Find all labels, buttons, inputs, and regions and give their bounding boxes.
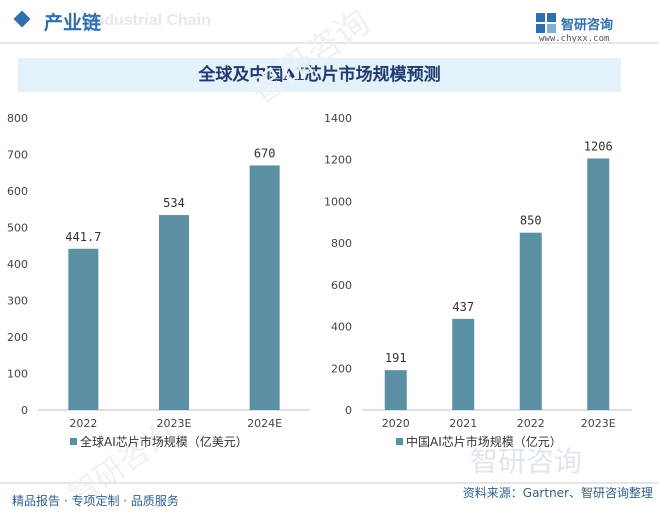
legend-label: 中国AI芯片市场规模（亿元）: [406, 434, 562, 449]
data-label: 1206: [584, 139, 613, 153]
header: Industrial Chain 产业链 智研咨询 www.chyxx.com: [0, 0, 659, 46]
bar: [68, 248, 99, 410]
x-tick-label: 2024E: [247, 417, 282, 430]
bar: [159, 215, 189, 410]
footer-divider: [0, 482, 659, 484]
header-ghost-text: Industrial Chain: [90, 12, 211, 29]
y-tick-label: 800: [331, 237, 352, 250]
source-note: 资料来源：Gartner、智研咨询整理: [462, 486, 653, 500]
bar: [587, 158, 610, 410]
y-tick-label: 0: [21, 404, 28, 417]
y-tick-label: 400: [331, 321, 352, 334]
brand[interactable]: 智研咨询 www.chyxx.com: [535, 12, 645, 44]
brand-url[interactable]: www.chyxx.com: [539, 34, 610, 44]
y-tick-label: 200: [7, 331, 28, 344]
data-label: 191: [385, 351, 407, 365]
y-tick-label: 300: [7, 295, 28, 308]
chart-main-title: 全球及中国AI芯片市场规模预测: [198, 65, 441, 85]
bar: [452, 318, 475, 410]
x-tick-label: 2023E: [157, 417, 192, 430]
x-tick-label: 2020: [382, 417, 410, 430]
y-tick-label: 0: [345, 404, 352, 417]
x-tick-label: 2023E: [581, 417, 616, 430]
y-tick-label: 500: [7, 222, 28, 235]
y-tick-label: 700: [7, 149, 28, 162]
data-label: 670: [254, 146, 276, 160]
bar: [249, 165, 280, 410]
legend-swatch: [396, 438, 403, 445]
x-tick-label: 2022: [69, 417, 97, 430]
footer: 精品报告 · 专项定制 · 品质服务 资料来源：Gartner、智研咨询整理: [0, 482, 659, 510]
header-divider: [0, 42, 659, 44]
y-tick-label: 1400: [324, 112, 352, 125]
legend-swatch: [70, 438, 77, 445]
page-title: 产业链: [44, 12, 102, 34]
y-tick-label: 600: [331, 279, 352, 292]
data-label: 850: [520, 214, 542, 228]
data-label: 534: [163, 196, 185, 210]
x-tick-label: 2022: [517, 417, 545, 430]
y-tick-label: 1200: [324, 154, 352, 167]
brand-logo-icon: [536, 13, 556, 33]
chart-title-band: 全球及中国AI芯片市场规模预测: [18, 58, 621, 92]
y-tick-label: 200: [331, 362, 352, 375]
charts-area: 0 100 200 300 400 500 600 700 800 441.7 2022 534 202…: [7, 112, 632, 449]
y-tick-label: 100: [7, 368, 28, 381]
y-tick-label: 400: [7, 258, 28, 271]
y-tick-label: 800: [7, 112, 28, 125]
data-label: 441.7: [65, 230, 101, 244]
diamond-icon: [13, 10, 31, 28]
y-tick-label: 1000: [324, 195, 352, 208]
x-tick-label: 2021: [449, 417, 477, 430]
brand-name: 智研咨询: [561, 18, 614, 33]
data-label: 437: [452, 300, 474, 314]
bar: [519, 232, 542, 410]
bar: [384, 370, 407, 410]
footer-tagline: 精品报告 · 专项定制 · 品质服务: [12, 494, 179, 508]
legend-label: 全球AI芯片市场规模（亿美元）: [80, 434, 248, 449]
y-tick-label: 600: [7, 185, 28, 198]
